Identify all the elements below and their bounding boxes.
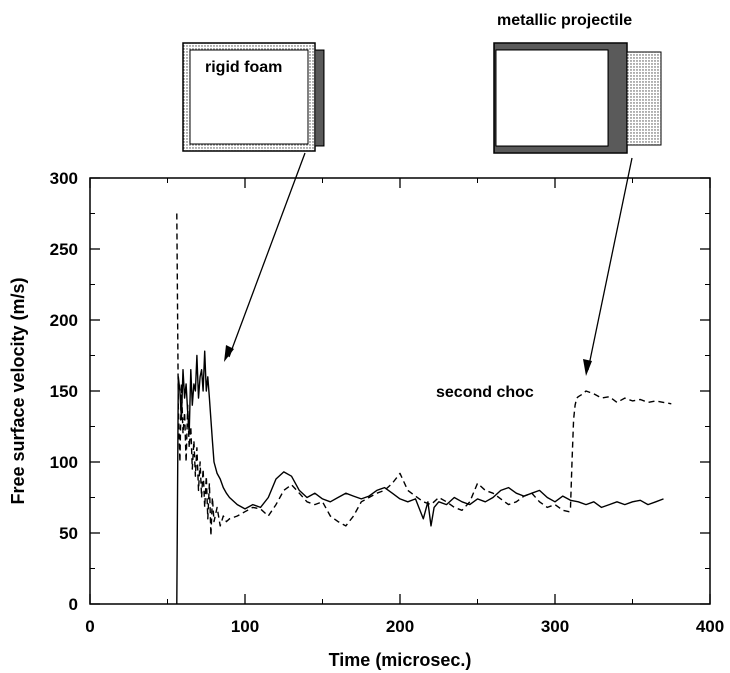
annotation-second-choc: second choc [436,384,534,401]
y-tick-label: 250 [50,240,78,259]
series-line-2-dashed [176,213,672,537]
plot-series [176,213,672,605]
foam-inner [189,49,309,145]
rigid-foam-sketch [182,42,325,152]
arrowhead-second-choc [583,359,592,376]
annotation-rigid-foam: rigid foam [205,59,282,76]
projectile-inner [495,49,609,147]
x-tick-label: 300 [541,617,569,636]
y-axis: 0 50 100 150 200 250 300 [50,169,710,614]
arrowhead-rigid-foam [224,345,234,362]
y-tick-label: 100 [50,453,78,472]
y-tick-label: 50 [59,524,78,543]
x-tick-label: 100 [231,617,259,636]
x-axis-label: Time (microsec.) [329,650,472,670]
x-tick-label: 400 [696,617,724,636]
foam-plate [314,49,325,147]
x-axis: 0 100 200 300 400 [85,178,724,636]
x-tick-label: 200 [386,617,414,636]
series-line-1-solid [176,350,664,605]
annotation-metallic-projectile: metallic projectile [497,12,632,29]
arrow-second-choc [587,157,633,371]
y-tick-label: 200 [50,311,78,330]
arrow-rigid-foam [228,152,306,358]
x-tick-label: 0 [85,617,94,636]
y-tick-label: 0 [69,595,78,614]
y-axis-label: Free surface velocity (m/s) [8,277,28,504]
metallic-projectile-sketch [493,42,662,154]
projectile-plate [626,51,662,146]
y-tick-label: 150 [50,382,78,401]
y-tick-label: 300 [50,169,78,188]
